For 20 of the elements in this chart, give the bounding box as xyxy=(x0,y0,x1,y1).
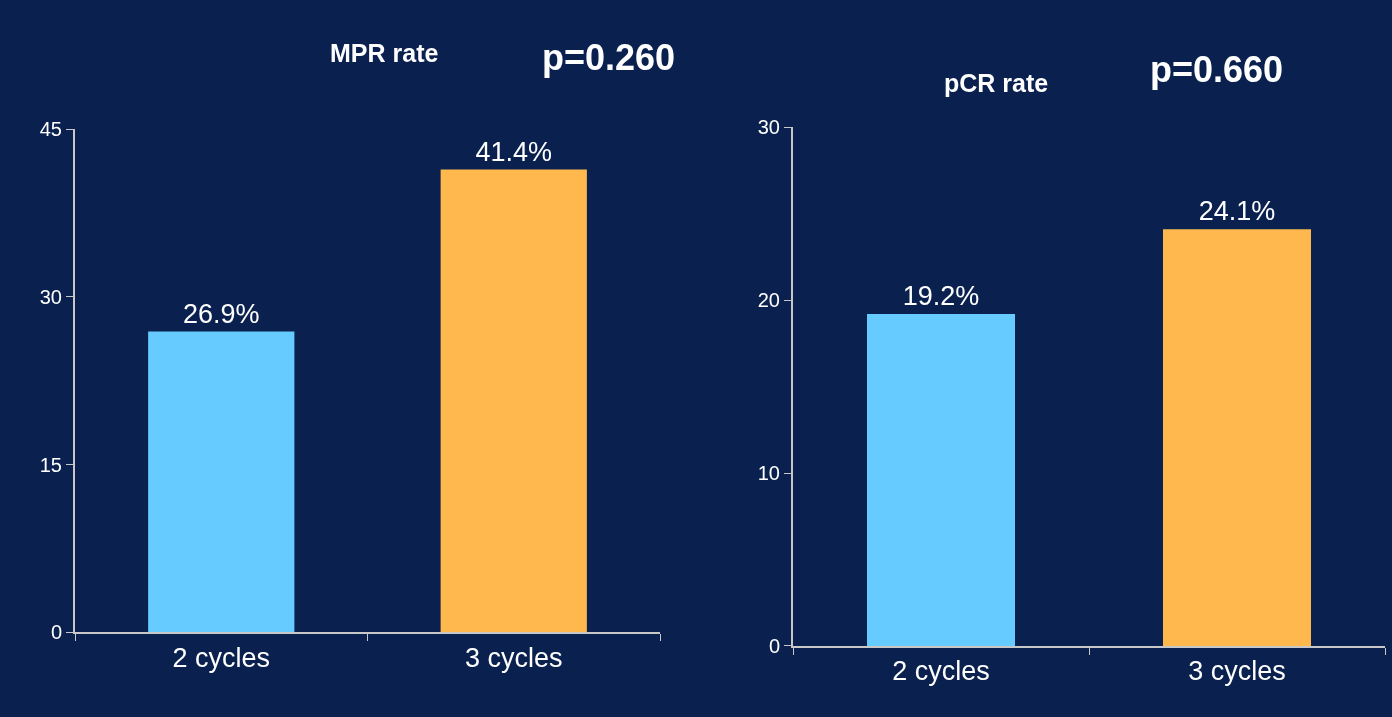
y-tick-label: 10 xyxy=(757,462,780,485)
y-tick-label: 15 xyxy=(39,453,62,476)
y-tick-label: 0 xyxy=(768,634,780,657)
data-label: 24.1% xyxy=(1198,196,1276,227)
chart-title: pCR rate xyxy=(944,69,1049,97)
x-tick-label: 3 cycles xyxy=(464,642,563,673)
data-label: 26.9% xyxy=(182,298,260,329)
chart-title: MPR rate xyxy=(330,39,439,67)
x-tick-label: 3 cycles xyxy=(1188,656,1286,687)
data-label: 41.4% xyxy=(475,136,553,167)
y-tick-label: 30 xyxy=(757,116,780,139)
x-tick-label: 2 cycles xyxy=(892,656,990,687)
y-tick-label: 30 xyxy=(39,285,62,308)
y-tick-label: 0 xyxy=(50,621,62,644)
x-tick-label: 2 cycles xyxy=(172,642,271,673)
text: p=0.660 xyxy=(1150,49,1284,90)
data-label: 19.2% xyxy=(902,281,980,312)
text: p=0.260 xyxy=(542,37,676,78)
y-tick-label: 45 xyxy=(39,118,62,141)
y-tick-label: 20 xyxy=(757,289,780,312)
